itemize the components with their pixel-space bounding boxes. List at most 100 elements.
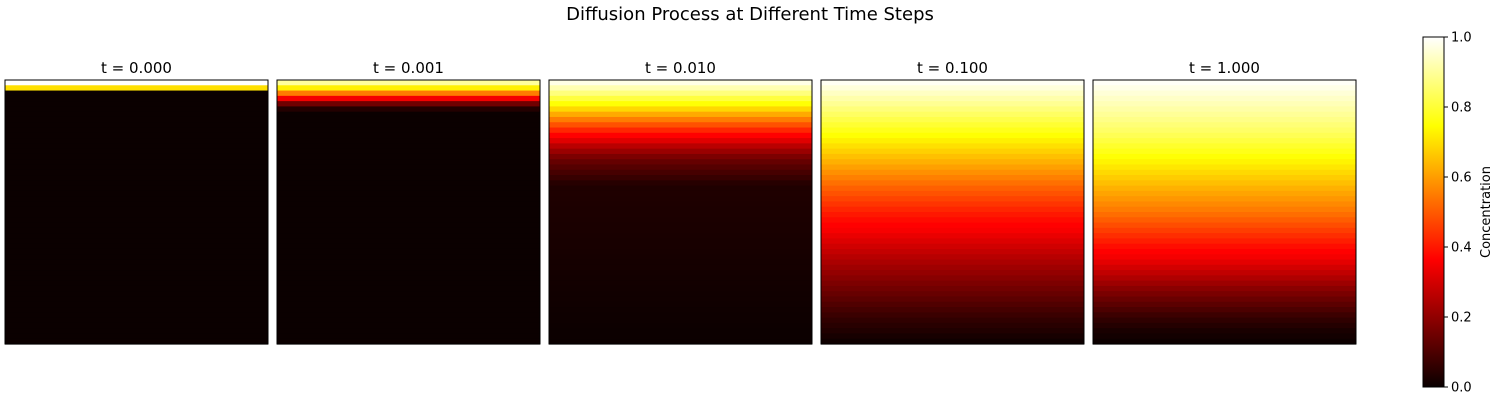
heatmap-row: [549, 85, 812, 92]
heatmap-row: [277, 101, 540, 107]
panel-frame: [820, 79, 1085, 345]
heatmap-row: [277, 328, 540, 335]
heatmap-row: [277, 270, 540, 276]
heatmap-row: [5, 148, 268, 155]
heatmap-row: [1093, 164, 1356, 171]
heatmap-row: [1093, 180, 1356, 187]
heatmap-row: [277, 185, 540, 192]
heatmap-row: [5, 217, 268, 224]
heatmap-row: [277, 201, 540, 208]
heatmap-row: [277, 111, 540, 118]
heatmap-row: [5, 159, 268, 166]
heatmap-row: [549, 138, 812, 144]
heatmap-row: [549, 101, 812, 107]
heatmap-row: [549, 338, 812, 345]
heatmap-row: [821, 206, 1084, 213]
heatmap-row: [5, 175, 268, 181]
heatmap-row: [549, 206, 812, 213]
heatmap-row: [549, 201, 812, 208]
heatmap-row: [1093, 227, 1356, 234]
heatmap-row: [5, 164, 268, 171]
heatmap-row: [5, 301, 268, 308]
heatmap-row: [1093, 101, 1356, 107]
heatmap-row: [1093, 143, 1356, 150]
heatmap-row: [821, 296, 1084, 303]
heatmap-row: [821, 312, 1084, 319]
heatmap-row: [277, 317, 540, 324]
heatmap-row: [821, 90, 1084, 97]
heatmap-row: [1093, 264, 1356, 271]
heatmap-row: [5, 328, 268, 335]
colorbar-tick-label: 0.4: [1451, 241, 1472, 256]
heatmap-row: [549, 106, 812, 113]
heatmap-row: [549, 275, 812, 282]
heatmap-panel-4: t = 0.100: [820, 59, 1085, 345]
panel-title: t = 0.100: [917, 59, 988, 77]
heatmap-row: [277, 291, 540, 298]
heatmap-row: [1093, 132, 1356, 139]
heatmap-row: [5, 127, 268, 134]
heatmap-row: [5, 317, 268, 324]
heatmap-row: [549, 80, 812, 86]
heatmap-row: [1093, 307, 1356, 313]
heatmap-row: [1093, 275, 1356, 282]
heatmap-row: [277, 148, 540, 155]
heatmap-row: [277, 238, 540, 245]
heatmap-row: [821, 106, 1084, 113]
heatmap-row: [277, 196, 540, 203]
heatmap-row: [821, 243, 1084, 250]
heatmap-row: [5, 259, 268, 266]
heatmap-row: [1093, 127, 1356, 134]
heatmap-row: [5, 264, 268, 271]
heatmap-row: [277, 127, 540, 134]
heatmap-row: [5, 291, 268, 298]
heatmap-row: [5, 122, 268, 129]
heatmap-row: [549, 148, 812, 155]
heatmap-row: [821, 148, 1084, 155]
heatmap-row: [549, 248, 812, 255]
heatmap-row: [5, 333, 268, 340]
heatmap-row: [277, 338, 540, 345]
heatmap-row: [1093, 301, 1356, 308]
heatmap-row: [277, 280, 540, 287]
heatmap-row: [5, 143, 268, 150]
heatmap-row: [277, 243, 540, 250]
heatmap-row: [1093, 111, 1356, 118]
heatmap-row: [821, 201, 1084, 208]
heatmap-panel-3: t = 0.010: [548, 59, 813, 345]
heatmap-row: [821, 291, 1084, 298]
heatmap-row: [1093, 169, 1356, 176]
heatmap-row: [1093, 138, 1356, 144]
heatmap-row: [277, 275, 540, 282]
heatmap-row: [821, 254, 1084, 261]
heatmap-row: [1093, 201, 1356, 208]
heatmap-row: [277, 164, 540, 171]
heatmap-row: [821, 317, 1084, 324]
heatmap-row: [821, 143, 1084, 150]
heatmap-row: [549, 196, 812, 203]
heatmap-row: [1093, 185, 1356, 192]
heatmap-row: [277, 85, 540, 92]
heatmap-row: [821, 238, 1084, 245]
heatmap-row: [5, 275, 268, 282]
heatmap-row: [1093, 296, 1356, 303]
heatmap-row: [549, 254, 812, 261]
heatmap-row: [5, 138, 268, 144]
heatmap-row: [821, 270, 1084, 276]
heatmap-row: [549, 127, 812, 134]
heatmap-row: [821, 164, 1084, 171]
heatmap-row: [821, 301, 1084, 308]
heatmap-row: [1093, 116, 1356, 123]
heatmap-row: [5, 201, 268, 208]
heatmap-row: [277, 80, 540, 86]
heatmap-row: [277, 143, 540, 150]
heatmap-row: [821, 127, 1084, 134]
heatmap-row: [5, 222, 268, 229]
heatmap-row: [5, 206, 268, 213]
heatmap-row: [277, 206, 540, 213]
heatmap-row: [549, 270, 812, 276]
heatmap-row: [549, 312, 812, 319]
heatmap-row: [1093, 259, 1356, 266]
heatmap-row: [277, 116, 540, 123]
